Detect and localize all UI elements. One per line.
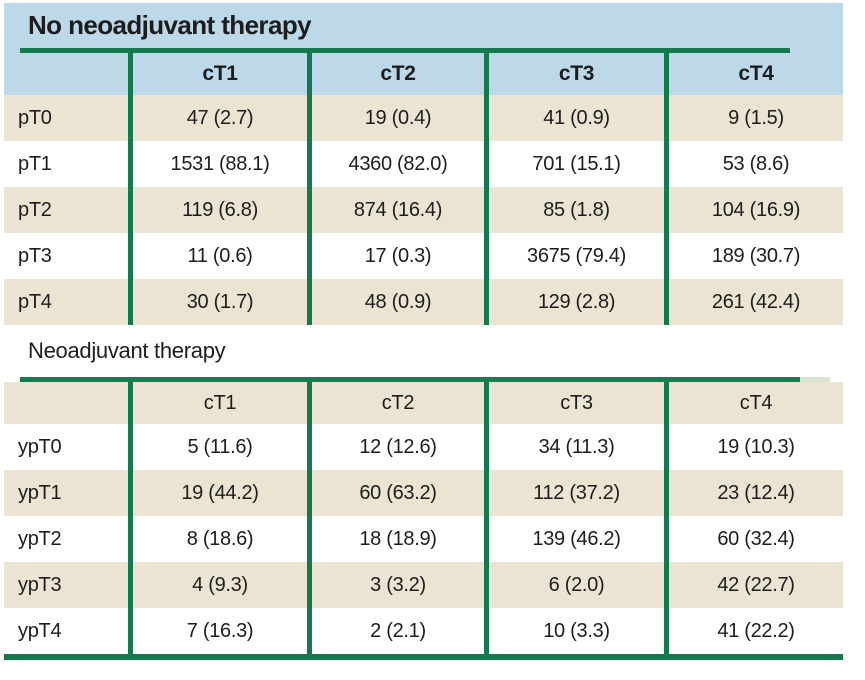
table-cell: 3675 (79.4) [484,233,664,279]
table2-row-ypT2: ypT2 8 (18.6) 18 (18.9) 139 (46.2) 60 (3… [4,516,843,562]
table1-title: No neoadjuvant therapy [28,10,312,40]
table2-header-row: cT1 cT2 cT3 cT4 [4,382,843,424]
row-label: ypT2 [18,527,62,550]
table1-header-cT3: cT3 [484,53,664,95]
table-cell: 2 (2.1) [307,608,484,654]
table1-header-band: No neoadjuvant therapy cT1 cT2 cT3 cT4 [4,3,843,95]
table1-row-pT0: pT0 47 (2.7) 19 (0.4) 41 (0.9) 9 (1.5) [4,95,843,141]
table-cell: 18 (18.9) [307,516,484,562]
table-cell: 139 (46.2) [484,516,664,562]
table1-header-row: cT1 cT2 cT3 cT4 [4,53,843,95]
table-cell: 85 (1.8) [484,187,664,233]
staging-table-figure: No neoadjuvant therapy cT1 cT2 cT3 cT4 p… [4,3,843,660]
table2-top-rule-dark [20,377,800,382]
table1-row-pT1: pT1 1531 (88.1) 4360 (82.0) 701 (15.1) 5… [4,141,843,187]
row-label: ypT1 [18,481,62,504]
table-cell: 23 (12.4) [664,470,843,516]
table-cell: 5 (11.6) [128,424,307,470]
table-cell: 30 (1.7) [128,279,307,325]
table1-row-pT2: pT2 119 (6.8) 874 (16.4) 85 (1.8) 104 (1… [4,187,843,233]
table-cell: 12 (12.6) [307,424,484,470]
table1-row-pT4: pT4 30 (1.7) 48 (0.9) 129 (2.8) 261 (42.… [4,279,843,325]
table2-top-rule-faint [800,377,830,382]
table-cell: 129 (2.8) [484,279,664,325]
row-label: ypT3 [18,573,62,596]
table-cell: 6 (2.0) [484,562,664,608]
table-cell: 47 (2.7) [128,95,307,141]
table-cell: 60 (32.4) [664,516,843,562]
table-cell: 19 (44.2) [128,470,307,516]
table-cell: 119 (6.8) [128,187,307,233]
table-cell: 41 (22.2) [664,608,843,654]
table-cell: 8 (18.6) [128,516,307,562]
table-cell: 17 (0.3) [307,233,484,279]
table-cell: 701 (15.1) [484,141,664,187]
table-cell: 4 (9.3) [128,562,307,608]
table2-row-ypT0: ypT0 5 (11.6) 12 (12.6) 34 (11.3) 19 (10… [4,424,843,470]
table-cell: 3 (3.2) [307,562,484,608]
table1-header-cT4: cT4 [664,53,843,95]
row-label: pT3 [18,244,52,267]
table-cell: 189 (30.7) [664,233,843,279]
bottom-rule [4,654,843,660]
table1-row-pT3: pT3 11 (0.6) 17 (0.3) 3675 (79.4) 189 (3… [4,233,843,279]
table-cell: 10 (3.3) [484,608,664,654]
table2-header-cT2: cT2 [307,382,484,424]
table2-header-cT3: cT3 [484,382,664,424]
row-label: pT2 [18,198,52,221]
table-cell: 874 (16.4) [307,187,484,233]
table2-header-empty-cell [4,382,128,424]
table-cell: 9 (1.5) [664,95,843,141]
table-cell: 42 (22.7) [664,562,843,608]
row-label: pT4 [18,290,52,313]
table-cell: 11 (0.6) [128,233,307,279]
table2-row-ypT1: ypT1 19 (44.2) 60 (63.2) 112 (37.2) 23 (… [4,470,843,516]
table-cell: 34 (11.3) [484,424,664,470]
table-cell: 60 (63.2) [307,470,484,516]
table-cell: 4360 (82.0) [307,141,484,187]
table-cell: 19 (0.4) [307,95,484,141]
table2-top-rule [20,377,843,382]
table-cell: 112 (37.2) [484,470,664,516]
table-cell: 48 (0.9) [307,279,484,325]
table2-row-ypT4: ypT4 7 (16.3) 2 (2.1) 10 (3.3) 41 (22.2) [4,608,843,654]
row-label: ypT0 [18,435,62,458]
table-cell: 41 (0.9) [484,95,664,141]
row-label: pT1 [18,152,52,175]
row-label: ypT4 [18,619,62,642]
table1-header-empty-cell [4,53,128,95]
table-cell: 1531 (88.1) [128,141,307,187]
table-cell: 7 (16.3) [128,608,307,654]
table1-header-cT1: cT1 [128,53,307,95]
table-cell: 19 (10.3) [664,424,843,470]
table2-header-cT4: cT4 [664,382,843,424]
table2-header-cT1: cT1 [128,382,307,424]
table2-title: Neoadjuvant therapy [4,325,843,377]
table1-top-rule [20,48,790,53]
table1-header-cT2: cT2 [307,53,484,95]
table-cell: 104 (16.9) [664,187,843,233]
row-label: pT0 [18,106,52,129]
table-cell: 53 (8.6) [664,141,843,187]
table-cell: 261 (42.4) [664,279,843,325]
table2-row-ypT3: ypT3 4 (9.3) 3 (3.2) 6 (2.0) 42 (22.7) [4,562,843,608]
